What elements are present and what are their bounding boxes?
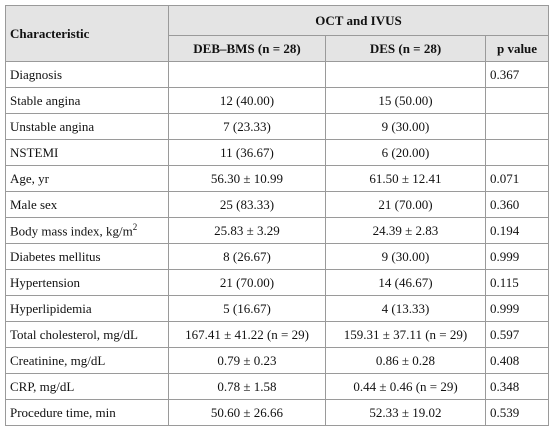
table-cell: 9 (30.00) [325,243,486,270]
table-cell: 0.539 [484,399,550,426]
table-cell [168,61,326,88]
table-cell: 7 (23.33) [168,113,326,140]
table-cell: 0.367 [484,61,550,88]
header-cell: DEB–BMS (n = 28) [168,35,326,62]
table-row: Diagnosis 0.367 [5,61,550,88]
table-cell: 0.071 [484,165,550,192]
table-cell [325,61,486,88]
table-cell: 0.597 [484,321,550,348]
table-row: Age, yr 56.30 ± 10.99 61.50 ± 12.41 0.071 [5,165,550,192]
table-cell: Age, yr [5,165,169,192]
table-row: Total cholesterol, mg/dL 167.41 ± 41.22 (… [5,321,550,348]
table-cell: Hypertension [5,269,169,296]
cell-superscript: 2 [132,221,138,232]
table-cell: 21 (70.00) [325,191,486,218]
table-cell: 6 (20.00) [325,139,486,166]
table-cell: Procedure time, min [5,399,169,426]
table-cell: 25 (83.33) [168,191,326,218]
table-cell: 4 (13.33) [325,295,486,322]
table-cell: Hyperlipidemia [5,295,169,322]
table-cell: 0.999 [484,295,550,322]
table-cell: 8 (26.67) [168,243,326,270]
table-cell: Unstable angina [5,113,169,140]
table-row: Procedure time, min 50.60 ± 26.66 52.33 ± … [5,399,550,426]
data-table: Characteristic OCT and IVUS DEB–BMS (n =… [5,5,550,426]
table-row: Stable angina 12 (40.00) 15 (50.00) [5,87,550,114]
table-cell: Creatinine, mg/dL [5,347,169,374]
table-cell: 0.86 ± 0.28 [325,347,486,374]
header-cell: Characteristic [5,5,169,62]
table-cell: 0.408 [484,347,550,374]
table-cell [484,139,550,166]
table-cell: CRP, mg/dL [5,373,169,400]
table-cell: 12 (40.00) [168,87,326,114]
table-cell: 0.44 ± 0.46 (n = 29) [325,373,486,400]
table-body: Diagnosis 0.367 Stable angina 12 (40.00) 15 … [5,61,550,426]
table-cell: 0.348 [484,373,550,400]
table-cell: 167.41 ± 41.22 (n = 29) [168,321,326,348]
table-row: Hypertension 21 (70.00) 14 (46.67) 0.115 [5,269,550,296]
table-cell: 14 (46.67) [325,269,486,296]
table-cell: 21 (70.00) [168,269,326,296]
header-cell: DES (n = 28) [325,35,486,62]
table-row: Body mass index, kg/m2 25.83 ± 3.29 24.39 … [5,217,550,244]
table-cell: 0.115 [484,269,550,296]
table-cell: NSTEMI [5,139,169,166]
table-row: Unstable angina 7 (23.33) 9 (30.00) [5,113,550,140]
table-cell: 0.999 [484,243,550,270]
header-cell: p value [484,35,550,62]
table-cell: 0.360 [484,191,550,218]
table-row: Male sex 25 (83.33) 21 (70.00) 0.360 [5,191,550,218]
table-cell: 11 (36.67) [168,139,326,166]
table-cell [484,87,550,114]
table-cell: 0.78 ± 1.58 [168,373,326,400]
table-cell: 0.194 [484,217,550,244]
table-cell: Diabetes mellitus [5,243,169,270]
table-cell: 50.60 ± 26.66 [168,399,326,426]
header-cell: OCT and IVUS [167,5,550,36]
table-row: Hyperlipidemia 5 (16.67) 4 (13.33) 0.999 [5,295,550,322]
table-row: Creatinine, mg/dL 0.79 ± 0.23 0.86 ± 0.28 0… [5,347,550,374]
table-cell: 15 (50.00) [325,87,486,114]
table-cell: Diagnosis [5,61,169,88]
table-cell: 9 (30.00) [325,113,486,140]
table-cell: 52.33 ± 19.02 [325,399,486,426]
table-header: Characteristic OCT and IVUS DEB–BMS (n =… [5,5,550,62]
table-cell: 56.30 ± 10.99 [168,165,326,192]
table-row: NSTEMI 11 (36.67) 6 (20.00) [5,139,550,166]
cell-text: Body mass index, kg/m [10,223,133,239]
table-cell: 25.83 ± 3.29 [168,217,326,244]
table-cell: Stable angina [5,87,169,114]
table-cell: 61.50 ± 12.41 [325,165,486,192]
table-cell [484,113,550,140]
table-cell: 24.39 ± 2.83 [325,217,486,244]
table-cell: Body mass index, kg/m2 [5,217,169,244]
table-row: Diabetes mellitus 8 (26.67) 9 (30.00) 0.999 [5,243,550,270]
table-cell: Male sex [5,191,169,218]
table-cell: 5 (16.67) [168,295,326,322]
table-cell: 0.79 ± 0.23 [168,347,326,374]
table-cell: 159.31 ± 37.11 (n = 29) [325,321,486,348]
table-row: CRP, mg/dL 0.78 ± 1.58 0.44 ± 0.46 (n = 29… [5,373,550,400]
table-cell: Total cholesterol, mg/dL [5,321,169,348]
